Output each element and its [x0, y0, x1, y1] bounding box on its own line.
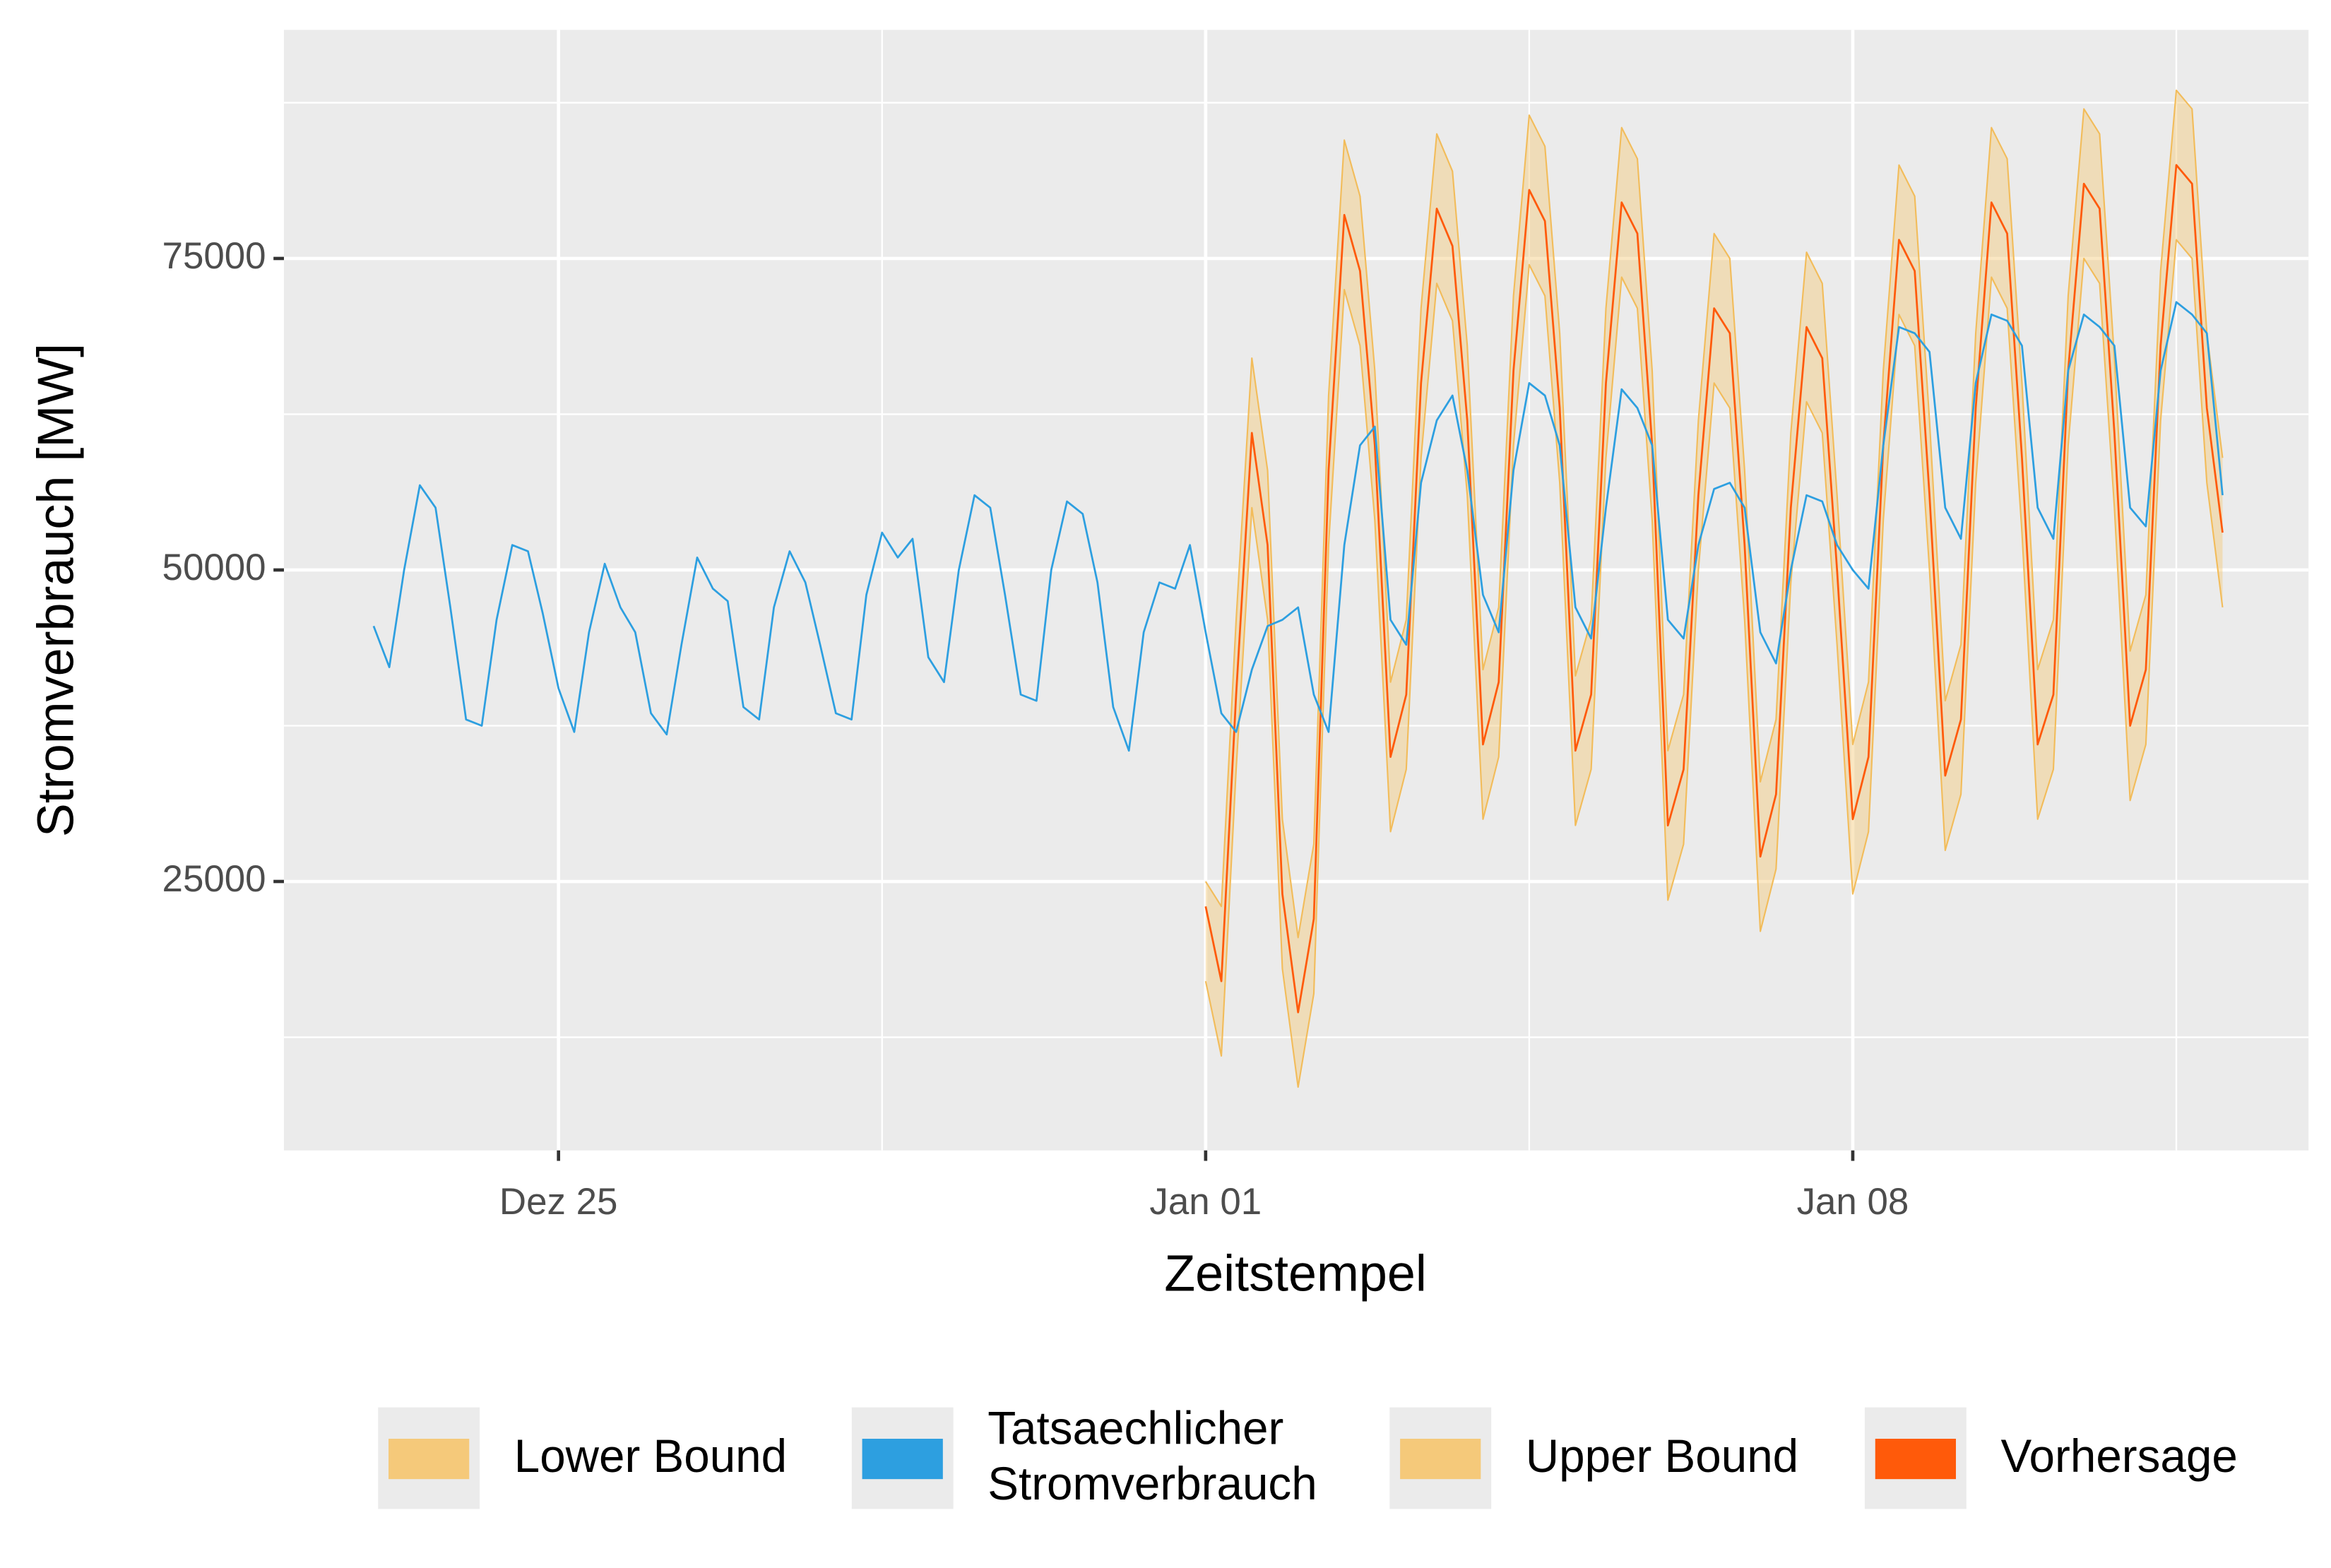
bound-line — [1204, 89, 2224, 939]
series-line — [1204, 164, 2224, 1014]
legend-swatch — [1400, 1439, 1481, 1480]
y-axis-title: Stromverbrauch [MW] — [28, 343, 85, 837]
legend: Lower Bound Tatsaechlicher Stromverbrauch U… — [378, 1403, 2238, 1509]
legend-label: Vorhersage — [2000, 1430, 2237, 1482]
legend-swatch — [389, 1439, 470, 1480]
legend-label: Tatsaechlicher Stromverbrauch — [987, 1403, 1317, 1509]
y-tick-label: 50000 — [162, 547, 266, 588]
legend-label: Lower Bound — [514, 1430, 787, 1482]
legend-swatch — [862, 1439, 943, 1480]
series-line — [372, 301, 2224, 752]
legend-label: Upper Bound — [1526, 1430, 1798, 1482]
y-tick-label: 75000 — [162, 235, 266, 277]
axes: Dez 25 Jan 01 Jan 08 25000 50000 75000 — [162, 235, 1909, 1223]
x-tick-label: Jan 08 — [1797, 1181, 1909, 1223]
x-tick-label: Dez 25 — [499, 1181, 618, 1223]
marks — [372, 89, 2224, 1088]
x-axis-title: Zeitstempel — [1164, 1246, 1427, 1302]
legend-swatch — [1875, 1439, 1956, 1480]
y-tick-label: 25000 — [162, 858, 266, 900]
x-tick-label: Jan 01 — [1149, 1181, 1262, 1223]
bound-line — [1204, 239, 2224, 1088]
